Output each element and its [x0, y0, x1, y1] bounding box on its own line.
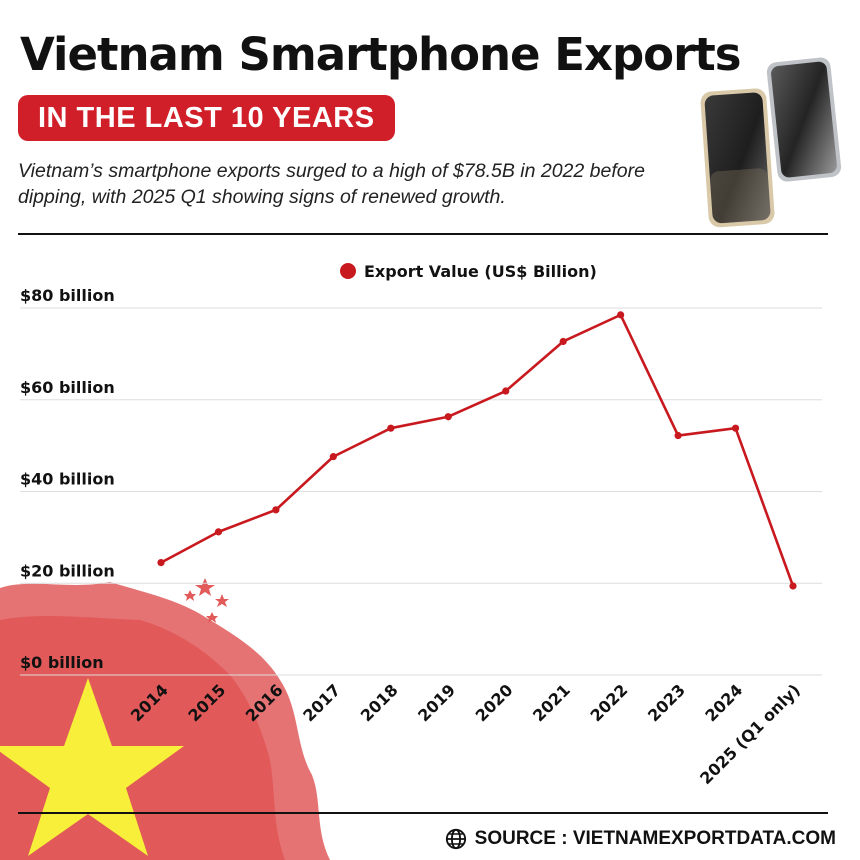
page-subtitle: Vietnam’s smartphone exports surged to a… [18, 160, 645, 208]
series-layer [157, 311, 797, 590]
x-tick-label: 2021 [529, 680, 574, 725]
chart-legend: Export Value (US$ Billion) [340, 262, 597, 281]
smartphones-image [700, 57, 842, 228]
x-tick-label: 2015 [184, 680, 229, 725]
y-tick-label: $60 billion [20, 378, 115, 397]
legend-label: Export Value (US$ Billion) [364, 262, 597, 281]
line-chart: $0 billion $20 billion $40 billion $60 bill… [20, 262, 822, 788]
y-tick-label: $80 billion [20, 286, 115, 305]
data-point [502, 387, 510, 395]
period-badge: IN THE LAST 10 YEARS [18, 95, 395, 141]
x-tick-label: 2016 [242, 680, 287, 725]
data-point [157, 559, 165, 567]
x-tick-label: 2023 [644, 680, 689, 725]
top-divider [18, 233, 828, 235]
data-point [272, 506, 280, 514]
x-tick-label: 2020 [472, 680, 517, 725]
x-tick-label: 2024 [701, 680, 746, 725]
x-tick-label: 2025 (Q1 only) [696, 680, 804, 788]
source-label: SOURCE : VIETNAMEXPORTDATA.COM [474, 828, 836, 849]
globe-icon [445, 828, 466, 850]
data-point [617, 311, 625, 319]
y-axis-ticks: $0 billion $20 billion $40 billion $60 bill… [20, 286, 115, 672]
grid-lines [20, 307, 822, 676]
source-credit: SOURCE : VIETNAMEXPORTDATA.COM [445, 826, 836, 852]
bottom-divider [18, 812, 828, 814]
data-point [329, 453, 337, 461]
data-point [789, 582, 797, 590]
page-title: Vietnam Smartphone Exports [20, 28, 742, 81]
y-tick-label: $20 billion [20, 561, 115, 580]
x-tick-label: 2022 [587, 680, 632, 725]
data-point [444, 413, 452, 421]
data-point [387, 424, 395, 432]
data-point [674, 431, 682, 440]
data-point [214, 528, 223, 536]
x-tick-label: 2014 [127, 680, 172, 725]
y-tick-label: $0 billion [20, 653, 104, 672]
data-point [559, 337, 567, 346]
series-line [160, 313, 795, 587]
vietnam-flag-image [0, 578, 330, 860]
legend-marker [340, 263, 356, 279]
y-tick-label: $40 billion [20, 470, 115, 489]
x-tick-label: 2019 [414, 680, 459, 725]
x-axis-ticks: 2014 2015 2016 2017 2018 2019 2020 2021 2022 2023… [127, 680, 804, 788]
x-tick-label: 2018 [357, 680, 402, 725]
data-point [731, 424, 740, 432]
x-tick-label: 2017 [299, 680, 344, 725]
